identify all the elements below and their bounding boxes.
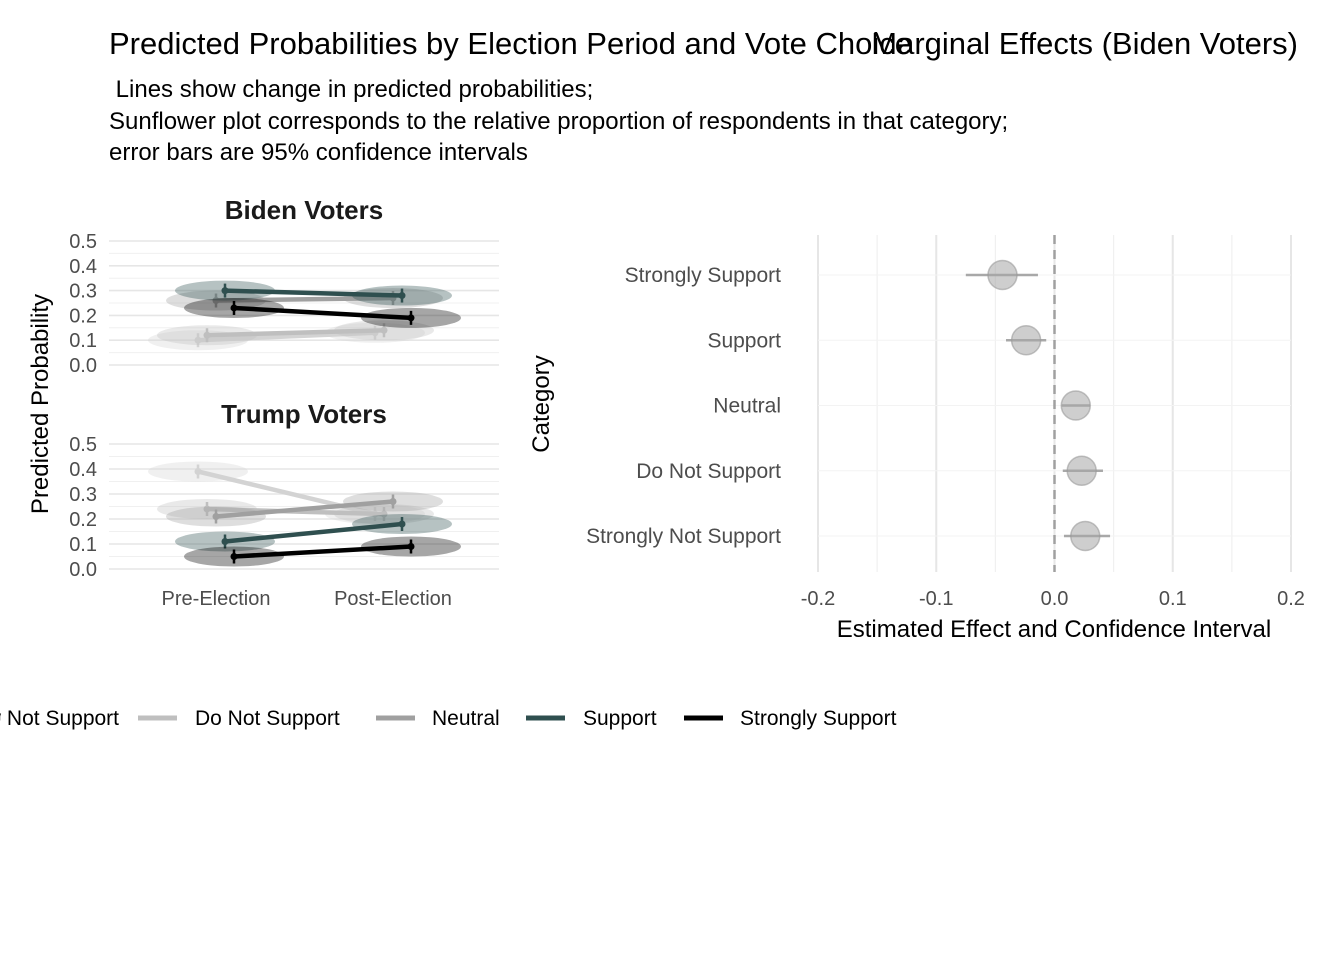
category-label-support: Support [707, 329, 781, 352]
category-label-neutral: Neutral [713, 395, 781, 418]
y-tick-label: 0.3 [69, 484, 97, 506]
point-do-not-support [203, 505, 211, 513]
left-x-tick-pre-election: Pre-Election [162, 588, 271, 610]
legend-label-support: Support [583, 707, 657, 730]
left-x-tick-post-election: Post-Election [334, 588, 452, 610]
point-do-not-support [380, 510, 388, 518]
point-support [398, 520, 406, 528]
estimate-point-support [1010, 325, 1042, 356]
right-panel-title: Marginal Effects (Biden Voters) [871, 26, 1298, 61]
y-tick-label: 0.0 [69, 559, 97, 581]
probability-line-neutral [215, 499, 394, 519]
subtitle-line-2: Sunflower plot corresponds to the relati… [109, 108, 1008, 135]
point-do-not-support [203, 331, 211, 339]
x-tick-label: -0.1 [919, 588, 953, 610]
point-strongly-support [230, 553, 238, 560]
category-label-strongly-support: Strongly Support [625, 264, 782, 287]
point-strongly-support [407, 543, 415, 550]
trump-voters-panel: 0.0 0.1 0.2 0.3 0.4 0.5 [69, 434, 499, 581]
right-x-axis-title: Estimated Effect and Confidence Interval [837, 616, 1271, 643]
point-strongly-support [407, 314, 415, 322]
legend: Strongly Not Support Do Not Support Neutra… [0, 707, 897, 730]
x-tick-label: 0.0 [1041, 588, 1069, 610]
estimate-point-do-not-support [1066, 455, 1097, 486]
y-tick-label: 0.5 [69, 231, 97, 253]
facet-title-biden: Biden Voters [225, 195, 383, 225]
facet-title-trump: Trump Voters [221, 399, 387, 429]
probability-line-support [224, 288, 403, 298]
legend-label-strongly-not-support: Strongly Not Support [0, 707, 119, 730]
point-support [398, 292, 406, 300]
probability-line-do-not-support [206, 328, 385, 338]
point-do-not-support [380, 326, 388, 334]
y-tick-label: 0.2 [69, 305, 97, 327]
y-tick-label: 0.1 [69, 534, 97, 556]
point-strongly-not-support [194, 336, 202, 344]
point-neutral [389, 498, 397, 505]
point-support [221, 287, 229, 295]
y-tick-label: 0.4 [69, 256, 97, 278]
right-y-axis-title: Category [528, 355, 555, 452]
x-tick-label: -0.2 [801, 588, 835, 610]
y-tick-label: 0.3 [69, 281, 97, 303]
legend-label-do-not-support: Do Not Support [195, 707, 340, 730]
point-strongly-support [230, 304, 238, 312]
point-strongly-not-support [194, 468, 202, 475]
left-y-axis-title: Predicted Probability [27, 294, 54, 514]
subtitle-line-3: error bars are 95% confidence intervals [109, 139, 528, 166]
legend-label-strongly-support: Strongly Support [740, 707, 897, 730]
y-tick-label: 0.1 [69, 330, 97, 352]
y-tick-label: 0.2 [69, 509, 97, 531]
probability-line-neutral [215, 295, 394, 303]
estimate-point-strongly-support [987, 259, 1018, 291]
category-label-do-not-support: Do Not Support [636, 460, 781, 483]
point-neutral [212, 297, 220, 305]
legend-label-neutral: Neutral [432, 707, 500, 730]
y-tick-label: 0.0 [69, 355, 97, 377]
marginal-effects-panel: -0.2 -0.1 0.0 0.1 0.2 Strongly Support Support… [586, 235, 1305, 610]
probability-line-strongly-support [233, 544, 412, 559]
point-support [221, 538, 229, 545]
left-panel-title: Predicted Probabilities by Election Peri… [109, 26, 912, 61]
estimate-point-strongly-not-support [1069, 520, 1101, 552]
estimate-point-neutral [1060, 390, 1092, 421]
biden-voters-panel: 0.0 0.1 0.20.3 0.4 0.5 [69, 231, 499, 377]
subtitle-line-1: Lines show change in predicted probabili… [109, 76, 593, 103]
x-tick-label: 0.2 [1277, 588, 1305, 610]
point-neutral [212, 513, 220, 520]
x-tick-label: 0.1 [1159, 588, 1187, 610]
y-tick-label: 0.4 [69, 459, 97, 481]
probability-line-support [224, 521, 403, 544]
y-tick-label: 0.5 [69, 434, 97, 456]
probability-line-strongly-not-support [197, 330, 376, 343]
probability-line-strongly-support [233, 305, 412, 321]
category-label-strongly-not-support: Strongly Not Support [586, 525, 781, 548]
